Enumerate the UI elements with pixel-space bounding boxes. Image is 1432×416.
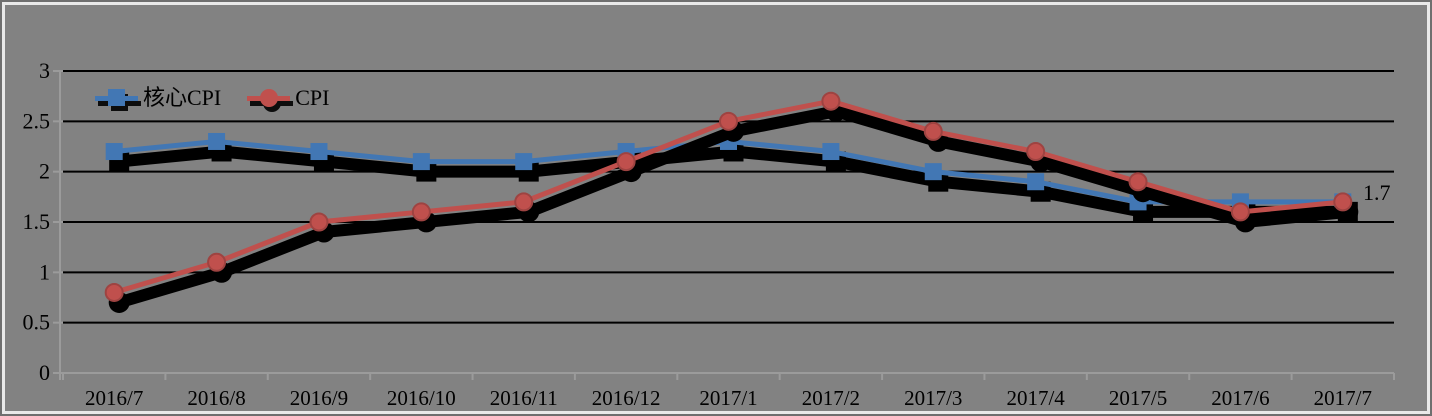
y-axis-label: 1.5 <box>23 209 51 234</box>
data-point-marker-cpi <box>411 202 431 222</box>
data-point-marker-cpi <box>923 121 943 141</box>
y-axis-label: 0.5 <box>23 310 51 335</box>
legend-item-cpi[interactable]: CPI <box>247 85 330 111</box>
x-axis-label: 2016/9 <box>290 386 348 410</box>
x-axis-label: 2016/11 <box>490 386 558 410</box>
x-axis-label: 2017/2 <box>802 386 860 410</box>
data-point-marker-cpi <box>616 152 636 172</box>
x-axis-label: 2016/10 <box>387 386 456 410</box>
x-axis-label: 2016/12 <box>592 386 661 410</box>
cpi-legend-marker-icon <box>247 89 291 107</box>
data-point-marker-cpi <box>719 111 738 131</box>
data-point-marker-core-cpi <box>924 163 942 181</box>
series-cpi <box>104 91 1359 313</box>
y-axis-label: 2.5 <box>23 108 51 133</box>
x-axis-label: 2017/5 <box>1109 386 1167 410</box>
data-point-marker-core-cpi <box>1027 173 1045 191</box>
data-point-marker-cpi <box>1026 142 1046 162</box>
core-cpi-legend-marker-icon <box>95 89 138 107</box>
x-axis-label: 2017/4 <box>1006 386 1065 410</box>
data-point-marker-cpi <box>1333 192 1353 212</box>
data-point-marker-cpi <box>104 282 124 302</box>
legend-item-core-cpi[interactable]: 核心CPI <box>95 85 221 111</box>
data-point-marker-cpi <box>821 91 841 111</box>
data-point-marker-cpi <box>514 192 534 212</box>
data-point-marker-core-cpi <box>208 132 226 150</box>
x-axis-label: 2017/1 <box>699 386 757 410</box>
data-point-marker-cpi <box>309 212 329 232</box>
chart-plot-area: 3 2.5 2 1.5 1 0.5 0 2016/7 2016/8 2016/9 2016/10 20… <box>23 58 1395 410</box>
x-axis-label: 2017/3 <box>904 386 962 410</box>
legend-label-core-cpi: 核心CPI <box>143 85 222 110</box>
data-point-marker-core-cpi <box>515 153 533 171</box>
x-axis-label: 2017/7 <box>1314 386 1372 410</box>
x-axis-label: 2017/6 <box>1211 386 1269 410</box>
legend-label-cpi: CPI <box>295 85 330 110</box>
series-core-cpi <box>105 132 1358 222</box>
data-point-marker-core-cpi <box>310 143 328 161</box>
x-axis-label: 2016/8 <box>187 386 245 410</box>
chart-legend: 核心CPI CPI <box>95 85 330 111</box>
x-axis-label: 2016/7 <box>85 386 143 410</box>
last-point-data-label: 1.7 <box>1363 180 1391 205</box>
data-point-marker-core-cpi <box>412 153 430 171</box>
data-point-marker-cpi <box>1128 172 1148 192</box>
data-point-marker-core-cpi <box>822 143 840 161</box>
data-point-marker-cpi <box>207 252 227 272</box>
data-point-marker-core-cpi <box>105 143 123 161</box>
y-axis-label: 3 <box>39 58 50 83</box>
data-point-marker-cpi <box>1230 202 1250 222</box>
y-axis-label: 1 <box>39 259 50 284</box>
y-axis-label: 0 <box>39 360 50 385</box>
y-axis-label: 2 <box>39 159 50 184</box>
